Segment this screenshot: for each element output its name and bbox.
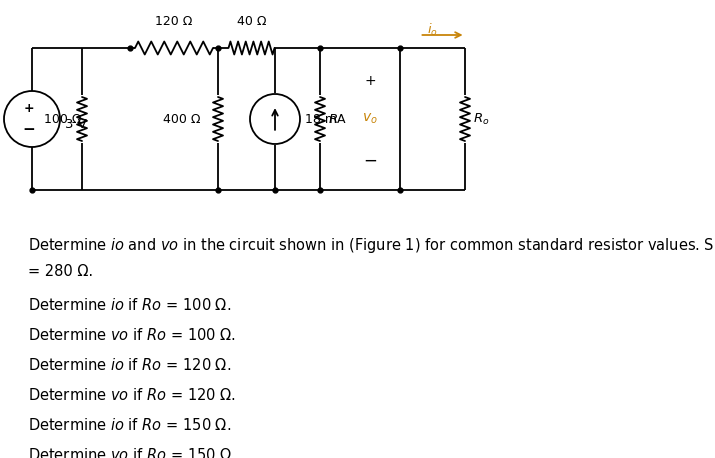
- Text: +: +: [364, 74, 376, 88]
- Text: +: +: [24, 103, 34, 115]
- Text: −: −: [363, 152, 377, 170]
- Text: Determine $\it{io}$ if $\it{Ro}$ = 120 Ω.: Determine $\it{io}$ if $\it{Ro}$ = 120 Ω…: [28, 358, 231, 374]
- Text: $v_o$: $v_o$: [362, 112, 378, 126]
- Text: Determine $\it{vo}$ if $\it{Ro}$ = 100 Ω.: Determine $\it{vo}$ if $\it{Ro}$ = 100 Ω…: [28, 327, 236, 344]
- Text: 3 V: 3 V: [65, 118, 87, 131]
- Text: $R$: $R$: [328, 113, 338, 125]
- Text: = 280 Ω.: = 280 Ω.: [28, 265, 93, 279]
- Text: $i_o$: $i_o$: [427, 22, 438, 38]
- Text: 120 Ω: 120 Ω: [155, 15, 192, 28]
- Text: −: −: [23, 121, 35, 136]
- Text: $R_o$: $R_o$: [473, 111, 490, 126]
- Text: Determine $\it{io}$ and $\it{vo}$ in the circuit shown in (Figure 1) for common : Determine $\it{io}$ and $\it{vo}$ in the…: [28, 236, 715, 255]
- Text: Determine $\it{io}$ if $\it{Ro}$ = 150 Ω.: Determine $\it{io}$ if $\it{Ro}$ = 150 Ω…: [28, 418, 231, 434]
- Text: 100 Ω: 100 Ω: [44, 113, 82, 125]
- Text: 400 Ω: 400 Ω: [163, 113, 200, 125]
- Text: 40 Ω: 40 Ω: [237, 15, 266, 28]
- Text: Determine $\it{vo}$ if $\it{Ro}$ = 150 Ω.: Determine $\it{vo}$ if $\it{Ro}$ = 150 Ω…: [28, 447, 236, 458]
- Text: Determine $\it{io}$ if $\it{Ro}$ = 100 Ω.: Determine $\it{io}$ if $\it{Ro}$ = 100 Ω…: [28, 298, 231, 313]
- Text: Determine $\it{vo}$ if $\it{Ro}$ = 120 Ω.: Determine $\it{vo}$ if $\it{Ro}$ = 120 Ω…: [28, 387, 236, 403]
- Text: 18 mA: 18 mA: [305, 113, 345, 125]
